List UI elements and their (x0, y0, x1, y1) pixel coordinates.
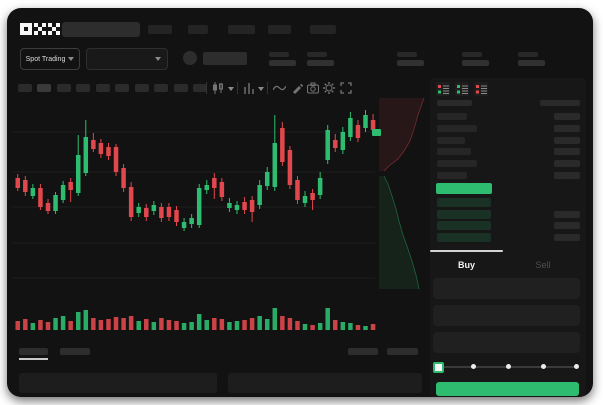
stat-label-placeholder (462, 52, 482, 57)
stat-value-placeholder (307, 60, 334, 66)
bid-qty-placeholder (554, 234, 580, 241)
slider-dot[interactable] (471, 364, 476, 369)
ask-row[interactable] (437, 137, 465, 144)
bid-row[interactable] (437, 233, 491, 242)
divider (206, 82, 207, 94)
stat-value-placeholder (269, 60, 296, 66)
bottom-panel-placeholder (228, 373, 422, 393)
bottom-tab-placeholder[interactable] (19, 348, 48, 355)
bottom-tab-indicator (19, 358, 48, 360)
buy-button[interactable] (436, 382, 579, 396)
ask-qty-placeholder (554, 113, 580, 120)
book-both-icon[interactable] (436, 82, 450, 96)
nav-item-placeholder[interactable] (148, 25, 172, 34)
stat-value-placeholder (462, 60, 489, 66)
timeframe-button[interactable] (115, 84, 129, 92)
last-price-badge[interactable] (436, 183, 492, 194)
timeframe-button[interactable] (174, 84, 188, 92)
chevron-down-icon[interactable] (228, 87, 234, 91)
ask-qty-placeholder (554, 160, 580, 167)
stat-value-placeholder (518, 60, 545, 66)
fullscreen-icon[interactable] (340, 82, 352, 94)
timeframe-button[interactable] (193, 84, 207, 92)
bid-qty-placeholder (554, 211, 580, 218)
bid-row[interactable] (437, 221, 491, 230)
chevron-down-icon[interactable] (258, 87, 264, 91)
pair-name-placeholder (203, 52, 247, 65)
amount-input[interactable] (433, 305, 580, 326)
bid-qty-placeholder (554, 222, 580, 229)
ask-qty-placeholder (554, 125, 580, 132)
tab-buy[interactable]: Buy (457, 260, 475, 270)
slider-dot[interactable] (541, 364, 546, 369)
ask-row[interactable] (437, 113, 467, 120)
coin-avatar (183, 51, 197, 65)
buy-tab-indicator (430, 250, 503, 252)
nav-item-placeholder[interactable] (228, 25, 255, 34)
book-asks-icon[interactable] (474, 82, 488, 96)
timeframe-button[interactable] (37, 84, 51, 92)
timeframe-button[interactable] (76, 84, 90, 92)
timeframe-button[interactable] (96, 84, 110, 92)
tab-sell[interactable]: Sell (535, 260, 551, 270)
timeframe-button[interactable] (135, 84, 149, 92)
bottom-panel-placeholder (19, 373, 217, 393)
draw-tool-icon[interactable] (291, 82, 303, 94)
market-type-label: Spot Trading (25, 55, 66, 63)
timeframe-button[interactable] (57, 84, 71, 92)
ask-qty-placeholder (554, 148, 580, 155)
divider (237, 82, 238, 94)
ob-col-header-placeholder (540, 100, 580, 106)
nav-item-placeholder[interactable] (268, 25, 291, 34)
candlestick-chart[interactable] (7, 8, 593, 397)
search-bar-placeholder[interactable] (62, 22, 140, 37)
camera-icon[interactable] (307, 82, 319, 94)
bid-row[interactable] (437, 210, 491, 219)
ask-row[interactable] (437, 172, 467, 179)
total-input[interactable] (433, 332, 580, 353)
chevron-down-icon (155, 57, 161, 61)
timeframe-button[interactable] (154, 84, 168, 92)
okx-logo (20, 23, 60, 35)
pair-selector[interactable] (86, 48, 168, 70)
slider-dot[interactable] (506, 364, 511, 369)
ask-row[interactable] (437, 148, 471, 155)
ask-row[interactable] (437, 125, 477, 132)
bottom-action-placeholder[interactable] (348, 348, 378, 355)
bottom-tab-placeholder[interactable] (60, 348, 90, 355)
stat-label-placeholder (269, 52, 289, 57)
price-input[interactable] (433, 278, 580, 299)
timeframe-button[interactable] (18, 84, 32, 92)
book-bids-icon[interactable] (455, 82, 469, 96)
slider-handle[interactable] (433, 362, 444, 373)
app-window: Spot Trading (7, 8, 593, 397)
bid-row[interactable] (437, 198, 491, 207)
settings-icon[interactable] (323, 82, 335, 94)
ask-row[interactable] (437, 160, 477, 167)
indicators-icon[interactable] (243, 82, 255, 94)
ask-qty-placeholder (554, 172, 580, 179)
candle-style-icon[interactable] (212, 82, 224, 94)
slider-dot[interactable] (574, 364, 579, 369)
ob-col-header-placeholder (437, 100, 472, 106)
market-type-selector[interactable]: Spot Trading (20, 48, 80, 70)
chevron-down-icon (68, 57, 75, 61)
divider (267, 82, 268, 94)
ask-qty-placeholder (554, 137, 580, 144)
line-tool-icon[interactable] (273, 84, 286, 92)
bottom-action-placeholder[interactable] (387, 348, 418, 355)
nav-item-placeholder[interactable] (310, 25, 336, 34)
stat-label-placeholder (518, 52, 538, 57)
stat-label-placeholder (307, 52, 327, 57)
stat-value-placeholder (397, 60, 424, 66)
stat-label-placeholder (397, 52, 417, 57)
nav-item-placeholder[interactable] (188, 25, 208, 34)
